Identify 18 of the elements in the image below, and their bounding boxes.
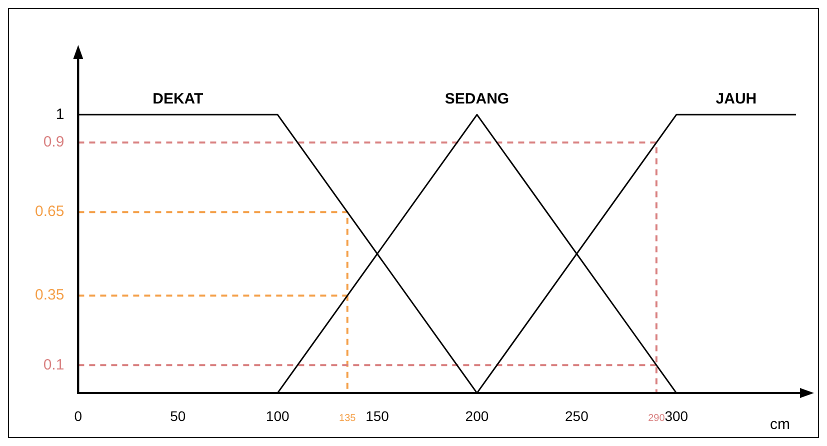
y-tick-label: 1 xyxy=(56,106,64,123)
y-tick-label: 0.1 xyxy=(43,356,64,374)
series-label: SEDANG xyxy=(444,90,510,108)
x-tick-label: 50 xyxy=(170,408,186,424)
x-tick-label: 100 xyxy=(266,408,290,424)
y-tick-label: 0.35 xyxy=(34,286,64,304)
x-tick-label: 150 xyxy=(366,408,390,424)
x-tick-label: 200 xyxy=(465,408,489,424)
y-tick-label: 0.65 xyxy=(34,203,64,220)
x-tick-label: 290 xyxy=(648,413,666,424)
series-label: JAUH xyxy=(716,90,757,108)
x-tick-label: 135 xyxy=(339,413,356,424)
x-tick-label: 250 xyxy=(565,408,589,424)
x-axis-title: cm xyxy=(770,416,790,433)
series-label: DEKAT xyxy=(152,90,204,108)
x-tick-label: 0 xyxy=(74,408,82,424)
x-tick-label: 300 xyxy=(664,408,688,424)
y-tick-label: 0.9 xyxy=(43,134,64,151)
